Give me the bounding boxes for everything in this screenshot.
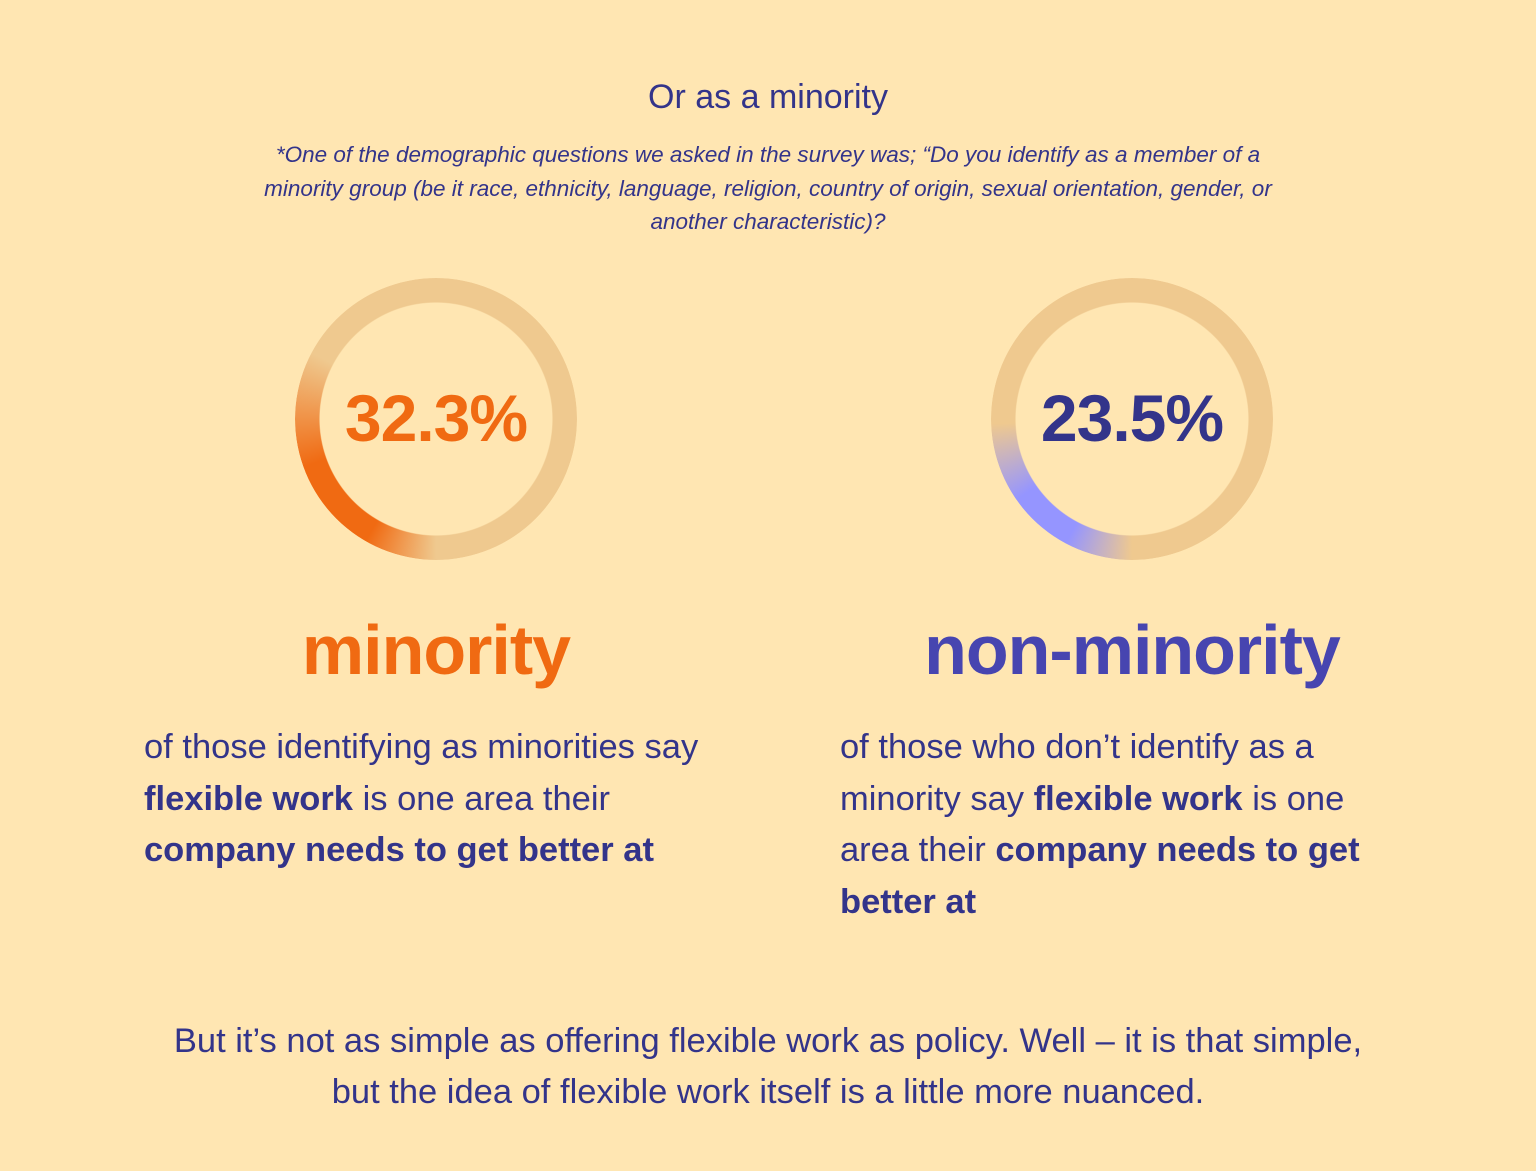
desc-text: of those who don’t identify as a minorit… bbox=[840, 728, 1314, 818]
desc-bold: company needs to get better at bbox=[840, 831, 1360, 921]
desc-bold: company needs to get better at bbox=[144, 831, 654, 869]
non-minority-percentage: 23.5% bbox=[1040, 381, 1224, 455]
desc-bold: flexible work bbox=[144, 779, 353, 818]
survey-note: *One of the demographic questions we ask… bbox=[264, 142, 1272, 234]
non-minority-gauge-ring bbox=[991, 278, 1273, 560]
non-minority-heading: non-minority bbox=[924, 611, 1341, 689]
desc-text: is one area their bbox=[353, 779, 610, 818]
footer-text: But it’s not as simple as offering flexi… bbox=[173, 1022, 1363, 1111]
section-title: Or as a minority bbox=[648, 78, 888, 116]
minority-heading: minority bbox=[301, 611, 571, 689]
non-minority-description: of those who don’t identify as a minorit… bbox=[840, 722, 1420, 928]
minority-gauge-ring bbox=[295, 278, 577, 560]
minority-percentage: 32.3% bbox=[344, 381, 528, 455]
desc-text: of those identifying as minorities say bbox=[144, 728, 699, 766]
desc-text: is one area their bbox=[840, 779, 1345, 870]
desc-bold: flexible work bbox=[1033, 779, 1243, 818]
minority-description: of those identifying as minorities say f… bbox=[144, 722, 744, 877]
